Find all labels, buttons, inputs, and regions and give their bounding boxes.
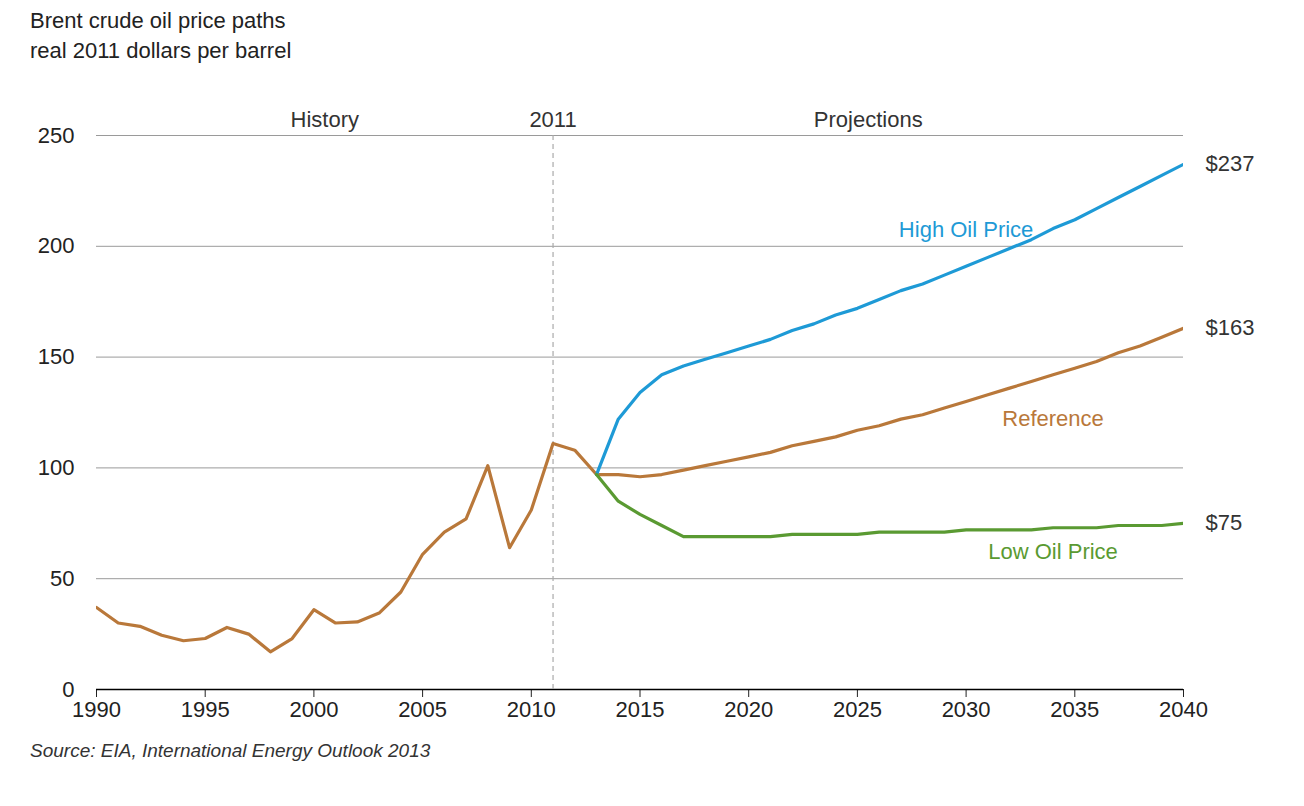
svg-text:2000: 2000 bbox=[289, 697, 338, 722]
svg-text:$163: $163 bbox=[1206, 315, 1255, 340]
html-text:real 2011 dollars per barrel: real 2011 dollars per barrel bbox=[30, 38, 292, 63]
svg-text:2035: 2035 bbox=[1050, 697, 1099, 722]
svg-text:History: History bbox=[291, 107, 359, 132]
svg-text:1995: 1995 bbox=[181, 697, 230, 722]
html-text:Source: EIA, International Ene: Source: EIA, International Energy Outloo… bbox=[30, 740, 431, 761]
svg-text:1990: 1990 bbox=[72, 697, 121, 722]
svg-text:2020: 2020 bbox=[724, 697, 773, 722]
svg-text:100: 100 bbox=[38, 455, 75, 480]
html-text:Brent crude oil price paths: Brent crude oil price paths bbox=[30, 8, 286, 33]
svg-text:Low Oil Price: Low Oil Price bbox=[988, 539, 1118, 564]
svg-text:50: 50 bbox=[50, 566, 74, 591]
svg-text:$75: $75 bbox=[1206, 510, 1243, 535]
svg-text:Reference: Reference bbox=[1002, 406, 1104, 431]
svg-text:150: 150 bbox=[38, 344, 75, 369]
svg-text:250: 250 bbox=[38, 123, 75, 148]
svg-text:2015: 2015 bbox=[616, 697, 665, 722]
svg-text:2010: 2010 bbox=[507, 697, 556, 722]
svg-text:Projections: Projections bbox=[814, 107, 923, 132]
svg-text:2040: 2040 bbox=[1159, 697, 1208, 722]
svg-text:2030: 2030 bbox=[942, 697, 991, 722]
svg-text:2025: 2025 bbox=[833, 697, 882, 722]
svg-text:0: 0 bbox=[62, 676, 75, 702]
svg-text:$237: $237 bbox=[1206, 151, 1255, 176]
svg-text:2011: 2011 bbox=[529, 107, 576, 132]
svg-text:High Oil Price: High Oil Price bbox=[899, 217, 1033, 242]
svg-text:200: 200 bbox=[38, 233, 75, 258]
svg-text:2005: 2005 bbox=[398, 697, 447, 722]
